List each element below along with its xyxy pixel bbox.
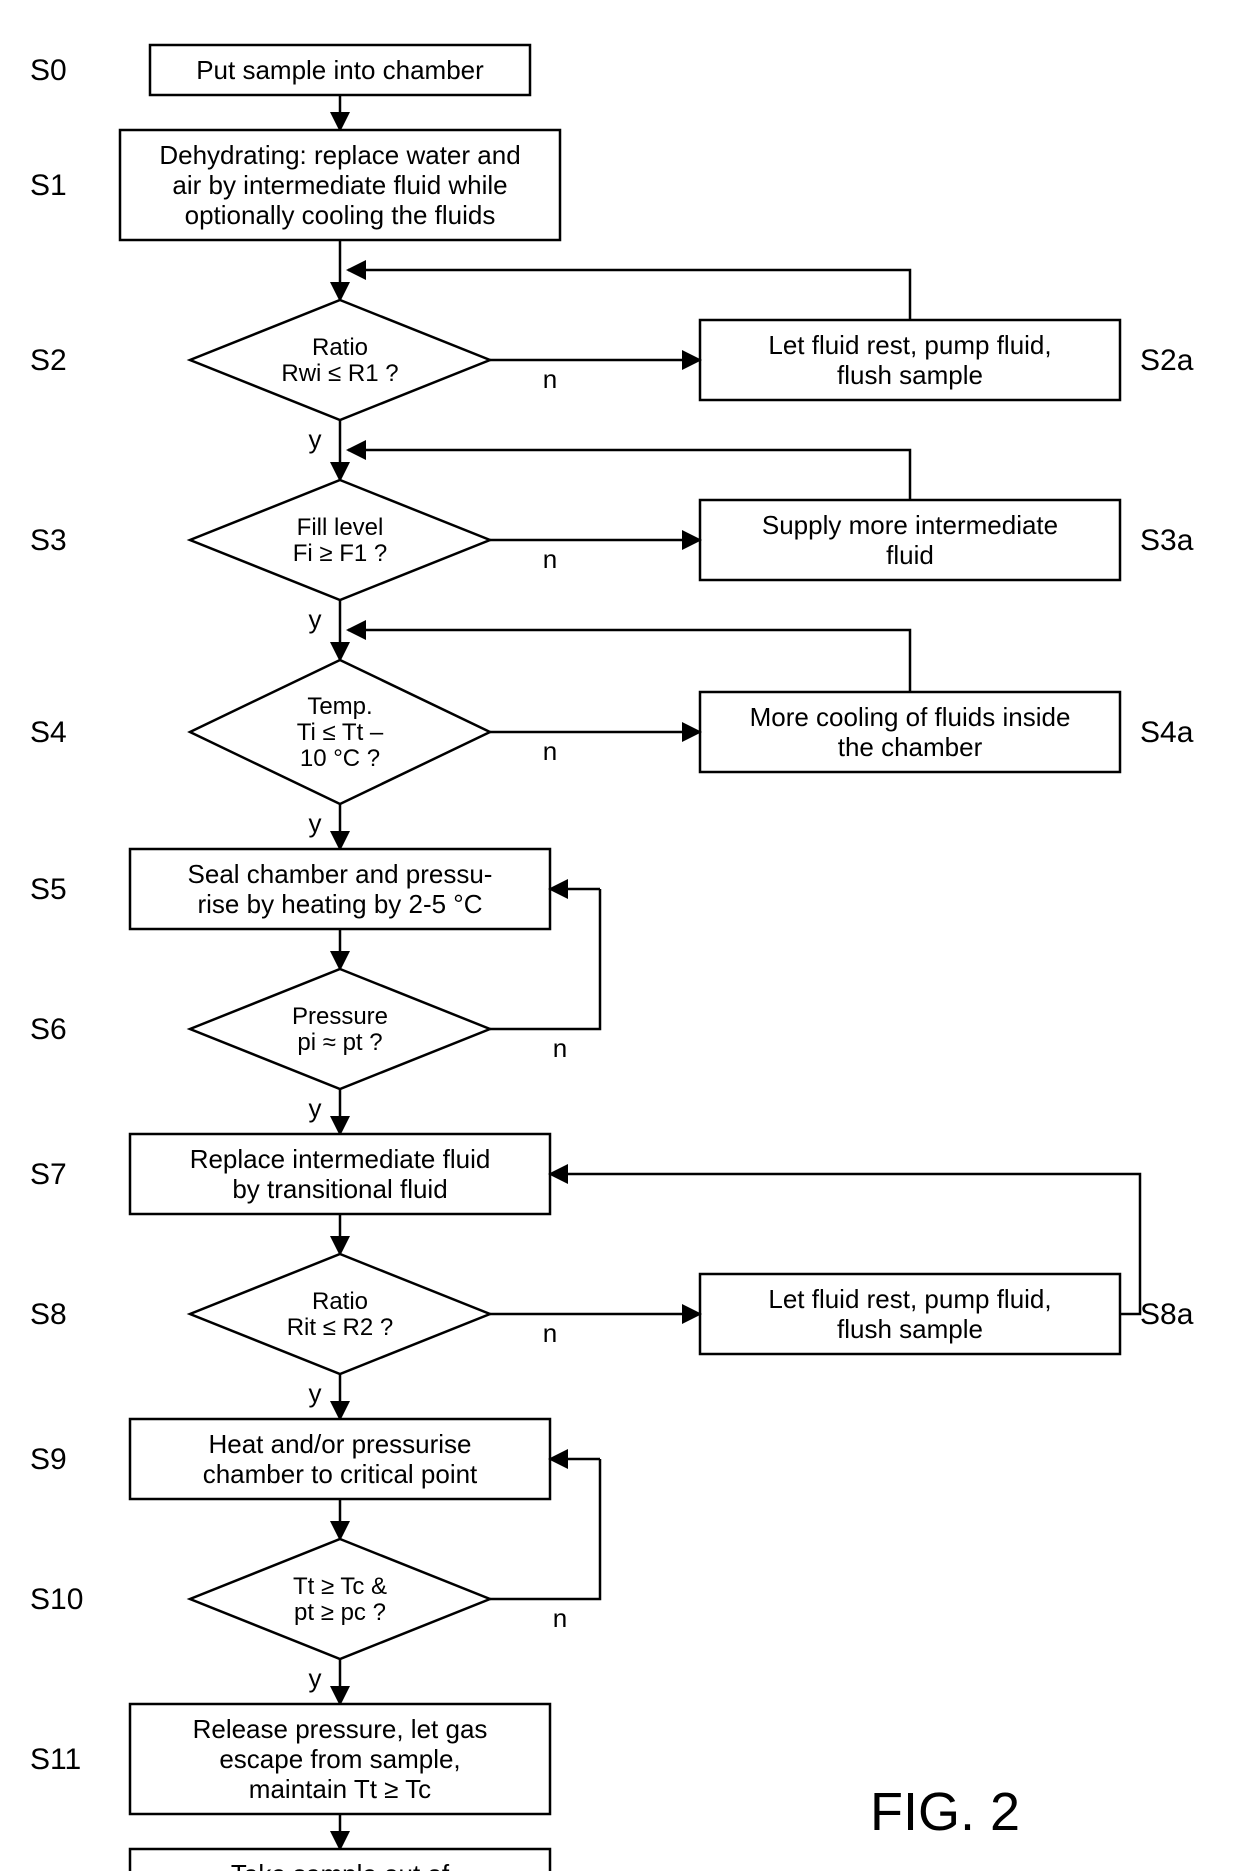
label: S4a — [1140, 716, 1194, 749]
svg-text:Dehydrating: replace water and: Dehydrating: replace water andair by int… — [159, 140, 520, 230]
svg-text:Fill levelFi ≥ F1 ?: Fill levelFi ≥ F1 ? — [293, 514, 388, 567]
label: S10 — [30, 1583, 83, 1616]
label: n — [543, 364, 557, 394]
figure-label: FIG. 2 — [870, 1782, 1020, 1842]
step-s9: Heat and/or pressurisechamber to critica… — [130, 1419, 550, 1499]
edge — [348, 630, 910, 692]
step-s12: Take sample out ofchamber — [130, 1849, 550, 1871]
step-s7: Replace intermediate fluidby transitiona… — [130, 1134, 550, 1214]
step-s4: Temp.Ti ≤ Tt –10 °C ? — [190, 660, 490, 804]
label: S2 — [30, 344, 67, 377]
label: S8a — [1140, 1298, 1194, 1331]
label: S4 — [30, 716, 67, 749]
edge — [348, 270, 910, 320]
label: n — [543, 1318, 557, 1348]
label: S0 — [30, 54, 67, 87]
label: y — [309, 1378, 322, 1408]
label: n — [553, 1603, 567, 1633]
step-s5: Seal chamber and pressu-rise by heating … — [130, 849, 550, 929]
step-s10: Tt ≥ Tc &pt ≥ pc ? — [190, 1539, 490, 1659]
label: y — [309, 1663, 322, 1693]
flowchart: Put sample into chamber S0 Dehydrating: re… — [0, 0, 1240, 1871]
step-s3a: Supply more intermediatefluid — [700, 500, 1120, 580]
svg-text:Heat and/or pressurisechamber: Heat and/or pressurisechamber to critica… — [203, 1429, 478, 1489]
label: n — [553, 1033, 567, 1063]
label: y — [309, 424, 322, 454]
label: S2a — [1140, 344, 1194, 377]
step-s3: Fill levelFi ≥ F1 ? — [190, 480, 490, 600]
label: S7 — [30, 1158, 67, 1191]
step-s0: Put sample into chamber — [150, 45, 530, 95]
svg-text:Take sample out ofchamber: Take sample out ofchamber — [231, 1859, 450, 1871]
svg-text:Pressurepi ≈ pt ?: Pressurepi ≈ pt ? — [292, 1003, 388, 1056]
step-s4a: More cooling of fluids insidethe chamber — [700, 692, 1120, 772]
edge — [348, 450, 910, 500]
label: S11 — [30, 1743, 81, 1776]
svg-text:Tt ≥ Tc &pt ≥ pc ?: Tt ≥ Tc &pt ≥ pc ? — [293, 1573, 387, 1626]
label: S5 — [30, 873, 67, 906]
label: y — [309, 604, 322, 634]
step-s1: Dehydrating: replace water andair by int… — [120, 130, 560, 240]
step-s2: RatioRwi ≤ R1 ? — [190, 300, 490, 420]
label: S3a — [1140, 524, 1194, 557]
label: S8 — [30, 1298, 67, 1331]
step-s6: Pressurepi ≈ pt ? — [190, 969, 490, 1089]
svg-text:Replace intermediate fluidby t: Replace intermediate fluidby transitiona… — [190, 1144, 491, 1204]
label: n — [543, 736, 557, 766]
label: S9 — [30, 1443, 67, 1476]
svg-text:Seal chamber and pressu-rise b: Seal chamber and pressu-rise by heating … — [188, 859, 493, 919]
label: S3 — [30, 524, 67, 557]
svg-text:Put sample into chamber: Put sample into chamber — [196, 55, 484, 85]
step-s8: RatioRit ≤ R2 ? — [190, 1254, 490, 1374]
label: y — [309, 808, 322, 838]
step-s2a: Let fluid rest, pump fluid,flush sample — [700, 320, 1120, 400]
step-s11: Release pressure, let gasescape from sam… — [130, 1704, 550, 1814]
label: y — [309, 1093, 322, 1123]
label: S1 — [30, 169, 67, 202]
label: n — [543, 544, 557, 574]
svg-text:Temp.Ti ≤ Tt –10 °C ?: Temp.Ti ≤ Tt –10 °C ? — [297, 693, 384, 772]
label: S6 — [30, 1013, 67, 1046]
step-s8a: Let fluid rest, pump fluid,flush sample — [700, 1274, 1120, 1354]
